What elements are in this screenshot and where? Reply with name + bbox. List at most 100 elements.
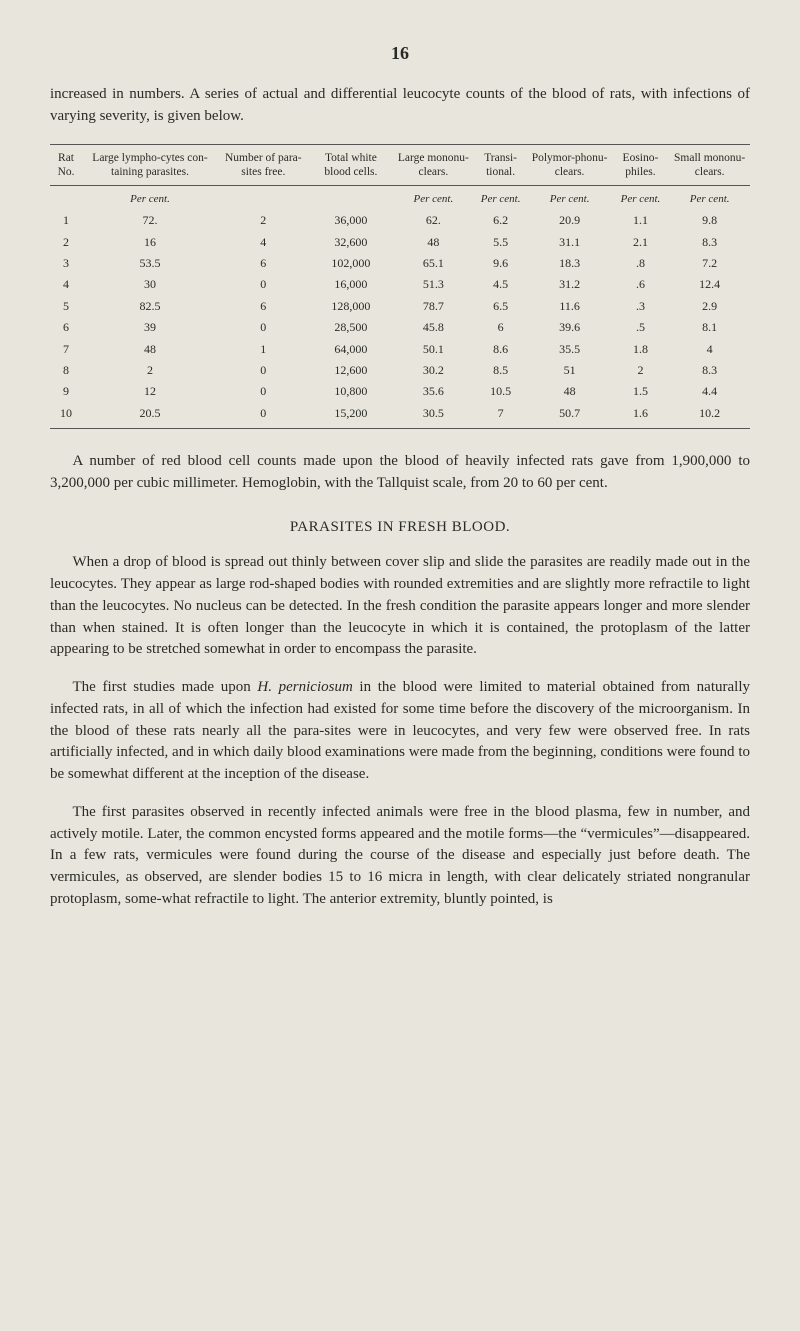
col-eosino: Eosino-philes. (612, 144, 670, 186)
table-cell: 1 (218, 339, 309, 360)
table-cell: 7.2 (669, 253, 750, 274)
table-row: 1020.5015,20030.5750.71.610.2 (50, 403, 750, 429)
table-cell: 62. (393, 210, 473, 231)
col-small-mono: Small mononu-clears. (669, 144, 750, 186)
table-cell: 4 (50, 274, 82, 295)
unit-cell: Per cent. (528, 186, 612, 210)
table-cell: 1.6 (612, 403, 670, 429)
table-cell: 31.2 (528, 274, 612, 295)
table-row: 912010,80035.610.5481.54.4 (50, 381, 750, 402)
unit-cell (50, 186, 82, 210)
table-cell: 2 (50, 232, 82, 253)
table-cell: 65.1 (393, 253, 473, 274)
col-total-white: Total white blood cells. (309, 144, 393, 186)
table-cell: 8.5 (474, 360, 528, 381)
table-cell: 8.3 (669, 232, 750, 253)
table-cell: 12,600 (309, 360, 393, 381)
unit-cell: Per cent. (474, 186, 528, 210)
table-cell: 20.9 (528, 210, 612, 231)
table-cell: 82.5 (82, 296, 218, 317)
table-cell: 50.7 (528, 403, 612, 429)
table-cell: 10,800 (309, 381, 393, 402)
col-parasites-free: Number of para-sites free. (218, 144, 309, 186)
table-cell: 0 (218, 317, 309, 338)
table-row: 216432,600485.531.12.18.3 (50, 232, 750, 253)
table-cell: 0 (218, 381, 309, 402)
unit-row: Per cent. Per cent. Per cent. Per cent. … (50, 186, 750, 210)
table-cell: 6.2 (474, 210, 528, 231)
body-para-1: When a drop of blood is spread out thinl… (50, 552, 750, 661)
table-cell: 4 (218, 232, 309, 253)
table-cell: 10.5 (474, 381, 528, 402)
table-cell: 30.5 (393, 403, 473, 429)
table-cell: 78.7 (393, 296, 473, 317)
table-cell: 4.5 (474, 274, 528, 295)
table-cell: 4 (669, 339, 750, 360)
table-cell: 8 (50, 360, 82, 381)
col-polymorph: Polymor-phonu-clears. (528, 144, 612, 186)
table-cell: 10.2 (669, 403, 750, 429)
table-row: 748164,00050.18.635.51.84 (50, 339, 750, 360)
table-cell: 51 (528, 360, 612, 381)
table-cell: 6 (218, 253, 309, 274)
col-transitional: Transi-tional. (474, 144, 528, 186)
table-cell: 8.6 (474, 339, 528, 360)
table-cell: 10 (50, 403, 82, 429)
table-row: 353.56102,00065.19.618.3.87.2 (50, 253, 750, 274)
unit-cell: Per cent. (669, 186, 750, 210)
table-cell: 12.4 (669, 274, 750, 295)
table-cell: 2.1 (612, 232, 670, 253)
table-cell: .6 (612, 274, 670, 295)
table-row: 582.56128,00078.76.511.6.32.9 (50, 296, 750, 317)
table-cell: 102,000 (309, 253, 393, 274)
table-cell: 3 (50, 253, 82, 274)
table-cell: 1 (50, 210, 82, 231)
table-cell: 2 (612, 360, 670, 381)
after-table-paragraph: A number of red blood cell counts made u… (50, 451, 750, 495)
table-cell: 35.6 (393, 381, 473, 402)
table-row: 82012,60030.28.55128.3 (50, 360, 750, 381)
table-cell: 30 (82, 274, 218, 295)
col-large-mono: Large mononu-clears. (393, 144, 473, 186)
col-rat-no: Rat No. (50, 144, 82, 186)
table-cell: 8.3 (669, 360, 750, 381)
col-large-lympho: Large lympho-cytes con-taining parasites… (82, 144, 218, 186)
table-cell: .5 (612, 317, 670, 338)
table-cell: 6 (218, 296, 309, 317)
table-cell: 64,000 (309, 339, 393, 360)
table-cell: 48 (82, 339, 218, 360)
table-cell: 28,500 (309, 317, 393, 338)
table-cell: 39 (82, 317, 218, 338)
intro-paragraph: increased in numbers. A series of actual… (50, 84, 750, 128)
table-cell: 30.2 (393, 360, 473, 381)
table-cell: 20.5 (82, 403, 218, 429)
unit-cell: Per cent. (393, 186, 473, 210)
table-cell: 0 (218, 403, 309, 429)
table-cell: 2 (82, 360, 218, 381)
table-cell: 7 (50, 339, 82, 360)
table-cell: 1.1 (612, 210, 670, 231)
table-cell: 2 (218, 210, 309, 231)
table-cell: 16,000 (309, 274, 393, 295)
table-cell: 15,200 (309, 403, 393, 429)
table-cell: 48 (393, 232, 473, 253)
table-cell: 12 (82, 381, 218, 402)
table-cell: 51.3 (393, 274, 473, 295)
table-cell: 72. (82, 210, 218, 231)
table-cell: 9 (50, 381, 82, 402)
table-cell: 8.1 (669, 317, 750, 338)
table-cell: 31.1 (528, 232, 612, 253)
table-cell: 53.5 (82, 253, 218, 274)
table-cell: .3 (612, 296, 670, 317)
table-cell: 6.5 (474, 296, 528, 317)
table-row: 430016,00051.34.531.2.612.4 (50, 274, 750, 295)
unit-cell (218, 186, 309, 210)
table-header-row: Rat No. Large lympho-cytes con-taining p… (50, 144, 750, 186)
body-para-2: The first studies made upon H. pernicios… (50, 677, 750, 786)
table-cell: 1.8 (612, 339, 670, 360)
unit-cell: Per cent. (612, 186, 670, 210)
unit-cell: Per cent. (82, 186, 218, 210)
table-cell: 45.8 (393, 317, 473, 338)
table-cell: 11.6 (528, 296, 612, 317)
table-cell: 16 (82, 232, 218, 253)
